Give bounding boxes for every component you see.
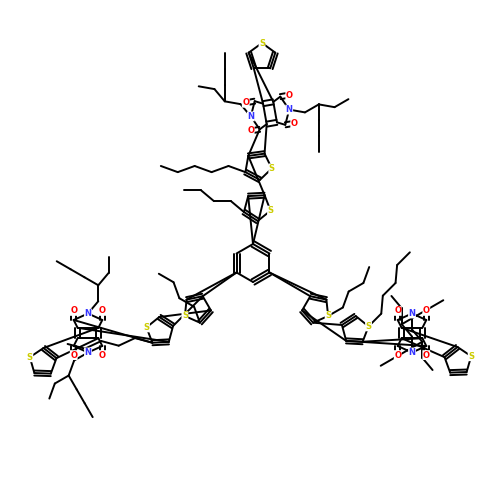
Text: S: S: [325, 312, 331, 320]
Text: O: O: [423, 350, 430, 360]
Text: O: O: [394, 350, 401, 360]
Text: O: O: [99, 350, 106, 360]
Text: O: O: [286, 90, 293, 100]
Text: S: S: [269, 164, 275, 173]
Text: O: O: [242, 98, 250, 108]
Text: O: O: [70, 306, 77, 316]
Text: O: O: [423, 306, 430, 316]
Text: S: S: [259, 38, 265, 48]
Text: N: N: [248, 112, 254, 121]
Text: N: N: [408, 348, 416, 357]
Text: N: N: [84, 348, 91, 357]
Text: S: S: [27, 352, 33, 362]
Text: S: S: [268, 206, 274, 215]
Text: N: N: [286, 105, 292, 114]
Text: O: O: [99, 306, 106, 316]
Text: O: O: [394, 306, 401, 316]
Text: S: S: [182, 312, 188, 320]
Text: S: S: [468, 352, 474, 360]
Text: N: N: [408, 309, 416, 318]
Text: S: S: [144, 323, 150, 332]
Text: N: N: [84, 309, 91, 318]
Text: O: O: [247, 126, 254, 136]
Text: O: O: [290, 118, 298, 128]
Text: S: S: [366, 322, 372, 331]
Text: O: O: [70, 350, 77, 360]
